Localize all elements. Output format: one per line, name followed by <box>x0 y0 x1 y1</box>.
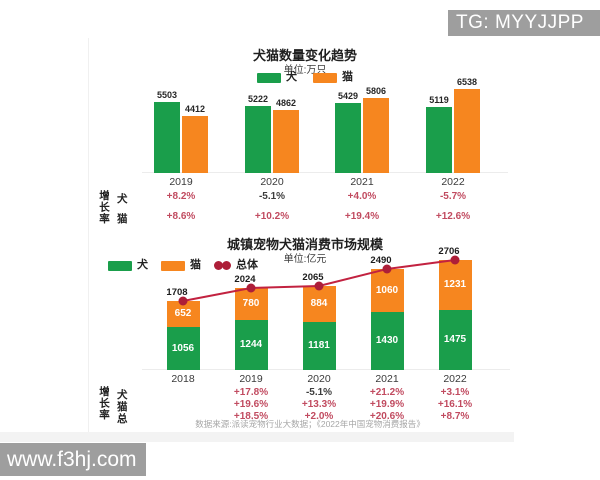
stack-dog-segment <box>438 310 472 370</box>
card-left-edge <box>88 38 89 440</box>
cat-bar <box>363 98 389 173</box>
legend-item-dog: 犬 <box>257 72 297 83</box>
growth-rate-axis-label: 增长率 <box>98 190 110 225</box>
dog-color-swatch <box>257 72 281 83</box>
growth-value: +12.6% <box>435 211 471 222</box>
growth-value: +18.5% <box>233 411 269 422</box>
dog-bar <box>426 107 452 173</box>
cat-bar <box>182 116 208 173</box>
data-source-note: 数据来源:派读宠物行业大数据；《2022年中国宠物消费报告》 <box>195 419 425 429</box>
dog-color-swatch <box>108 260 132 271</box>
growth-value: +19.6% <box>233 399 269 410</box>
stack-dog-segment <box>302 322 336 370</box>
legend-item-cat: 猫 <box>313 72 353 83</box>
segment-value-label: 652 <box>174 308 192 319</box>
growth-value: +10.2% <box>254 211 290 222</box>
stack-dog-segment <box>370 312 404 370</box>
dog-bar <box>154 102 180 173</box>
total-value-label: 2065 <box>302 272 324 283</box>
dog-bar <box>335 103 361 173</box>
year-label: 2019 <box>169 176 193 188</box>
growth-row-name: 总 <box>117 413 128 425</box>
year-label: 2018 <box>171 373 195 385</box>
growth-value: +16.1% <box>437 399 473 410</box>
growth-value: +21.2% <box>369 387 405 398</box>
total-value-label: 1708 <box>166 287 188 298</box>
card-bottom-strip <box>0 432 514 442</box>
bar-value-label: 5429 <box>337 91 359 101</box>
legend-item-dog: 犬 <box>108 260 148 271</box>
segment-value-label: 1231 <box>443 279 467 290</box>
year-label: 2020 <box>307 373 331 385</box>
growth-row-name: 猫 <box>117 401 128 413</box>
year-label: 2022 <box>443 373 467 385</box>
stack-dog-segment <box>166 327 200 370</box>
segment-value-label: 1056 <box>171 342 195 354</box>
growth-row-name: 犬 <box>117 193 128 205</box>
growth-value: +13.3% <box>301 399 337 410</box>
cat-color-swatch <box>313 72 337 83</box>
segment-value-label: 1475 <box>443 334 467 345</box>
year-label: 2020 <box>260 176 284 188</box>
segment-value-label: 1244 <box>239 339 263 350</box>
growth-value: +4.0% <box>347 191 377 202</box>
year-label: 2019 <box>239 373 263 385</box>
total-value-label: 2024 <box>234 274 256 285</box>
bar-value-label: 6538 <box>456 77 478 87</box>
bar-value-label: 5806 <box>365 86 387 96</box>
bar-value-label: 4412 <box>184 104 206 114</box>
chart1-legend: 犬 猫 <box>140 72 470 83</box>
growth-value: -5.7% <box>439 191 467 202</box>
growth-value: +2.0% <box>304 411 334 422</box>
bar-value-label: 5222 <box>247 94 269 104</box>
chart1-unit-label: 单位:万只 <box>283 65 327 76</box>
year-label: 2021 <box>375 373 399 385</box>
segment-value-label: 780 <box>242 298 260 309</box>
segment-value-label: 1181 <box>308 340 330 351</box>
segment-value-label: 884 <box>310 298 328 309</box>
growth-value: +8.2% <box>166 191 196 202</box>
year-label: 2021 <box>350 176 374 188</box>
total-value-label: 2706 <box>438 246 460 257</box>
total-value-label: 2490 <box>370 255 392 266</box>
watermark-bottom-left: www.f3hj.com <box>0 443 146 476</box>
bar-value-label: 5503 <box>156 90 178 100</box>
watermark-top-right: TG: MYYJJPP <box>448 10 600 36</box>
stack-dog-segment <box>234 320 268 370</box>
year-label: 2022 <box>441 176 465 188</box>
growth-value: +17.8% <box>233 387 269 398</box>
growth-rate-axis-label: 增长率 <box>98 386 110 421</box>
bar-value-label: 4862 <box>275 98 297 108</box>
cat-bar <box>273 110 299 173</box>
cat-bar <box>454 89 480 173</box>
growth-value: +8.6% <box>166 211 196 222</box>
growth-value: +3.1% <box>440 387 470 398</box>
bar-value-label: 5119 <box>429 95 449 105</box>
cat-color-swatch <box>161 260 185 271</box>
growth-value: -5.1% <box>258 191 286 202</box>
growth-value: +19.9% <box>369 399 405 410</box>
chart1-axis-line <box>142 172 508 173</box>
chart2-title: 城镇宠物犬猫消费市场规模 <box>226 237 383 252</box>
dog-bar <box>245 106 271 173</box>
legend-label-cat: 猫 <box>342 71 353 83</box>
growth-row-name: 犬 <box>117 389 128 401</box>
legend-label-dog: 犬 <box>137 259 148 271</box>
growth-row-name: 猫 <box>117 213 128 225</box>
segment-value-label: 1060 <box>375 284 399 296</box>
chart1-title: 犬猫数量变化趋势 <box>252 48 357 63</box>
growth-value: -5.1% <box>305 387 333 398</box>
growth-value: +8.7% <box>440 411 470 422</box>
growth-value: +20.6% <box>369 411 405 422</box>
growth-value: +19.4% <box>344 211 380 222</box>
legend-label-dog: 犬 <box>286 71 297 83</box>
segment-value-label: 1430 <box>375 335 399 346</box>
